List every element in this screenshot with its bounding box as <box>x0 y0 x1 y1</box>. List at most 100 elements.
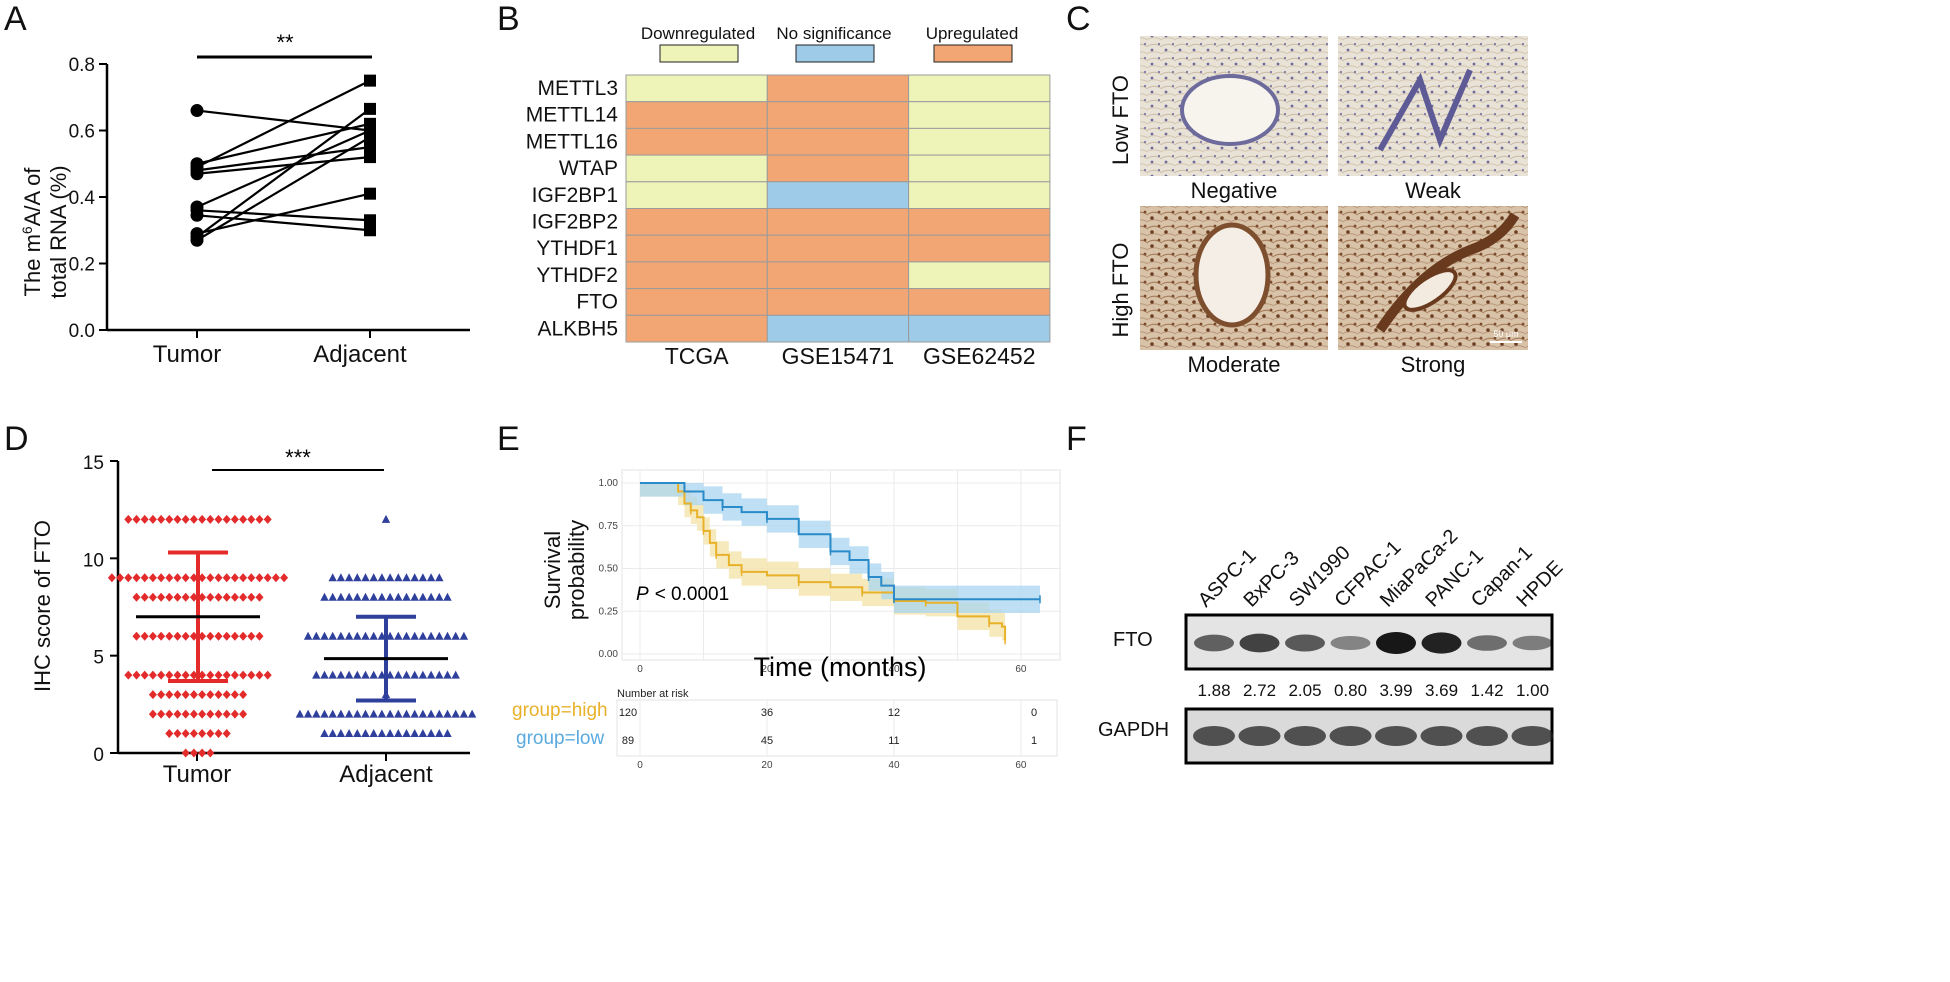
tumor-point <box>157 514 166 524</box>
tumor-point <box>148 592 157 602</box>
adjacent-point <box>344 592 354 601</box>
adjacent-point <box>451 631 460 640</box>
tumor-point <box>165 709 174 719</box>
panel-a-axes: 0.0 0.2 0.4 0.6 0.8 Tumor Adjacent <box>69 55 470 368</box>
adjacent-point <box>353 729 362 738</box>
tumor-point <box>230 690 239 700</box>
tumor-point <box>165 729 174 739</box>
adjacent-point <box>435 631 444 640</box>
svg-text:IHC score of FTO: IHC score of FTO <box>30 520 55 692</box>
heatmap-cell <box>625 101 768 129</box>
tumor-point <box>189 709 198 719</box>
adjacent-point <box>295 709 305 718</box>
legend-swatch-up <box>933 44 1013 63</box>
scale-bar-label: 50 μm <box>1493 329 1518 339</box>
panel-a-ylabel: The m6A/A of total RNA (%) <box>19 165 71 298</box>
adjacent-point <box>353 592 362 601</box>
adjacent-point <box>336 729 346 738</box>
adjacent-point <box>361 592 370 601</box>
gapdh-band <box>1511 726 1554 746</box>
adjacent-point <box>459 709 469 718</box>
tumor-point <box>198 631 207 641</box>
adjacent-point <box>320 592 329 601</box>
tumor-point <box>148 631 157 641</box>
panel-c-row-label-high: High FTO <box>1108 243 1133 338</box>
tumor-point <box>206 631 215 641</box>
heatmap-row-label: METTL14 <box>526 104 619 127</box>
panel-e-ylabel: Survival probability <box>540 520 589 620</box>
panel-a-ytick-label: 0.4 <box>69 188 96 209</box>
panel-d-category-label: Adjacent <box>339 761 433 788</box>
tumor-point <box>206 670 215 680</box>
adjacent-point <box>443 729 452 738</box>
ihc-gland-negative <box>1180 74 1280 146</box>
blot-quantification: 1.88 2.72 2.05 0.80 3.99 3.69 1.42 1.00 <box>1197 681 1549 700</box>
ihc-lumen-strong <box>1402 268 1458 312</box>
panel-a: A The m6A/A of total RNA (%) 0.00.20.40.… <box>4 0 470 368</box>
panel-d-plot <box>107 514 477 758</box>
tumor-point <box>222 514 231 524</box>
heatmap-cell <box>908 127 1051 156</box>
adjacent-point <box>344 670 354 679</box>
heatmap-cell <box>766 154 910 183</box>
panel-a-adjacent-point <box>364 131 376 144</box>
adjacent-point <box>410 670 419 679</box>
heatmap-cell <box>766 101 910 129</box>
heatmap-cell <box>766 181 910 210</box>
adjacent-point <box>443 631 452 640</box>
tumor-point <box>189 573 198 583</box>
adjacent-point <box>402 729 411 738</box>
grade-negative: Negative <box>1191 178 1278 203</box>
ihc-gland-weak <box>1377 68 1473 152</box>
adjacent-point <box>426 573 436 582</box>
panel-e-plot: 0.00 0.25 0.50 0.75 1.00 0 20 40 60 <box>599 469 1061 675</box>
adjacent-point <box>312 709 321 718</box>
tumor-point <box>124 670 133 680</box>
tumor-point <box>181 748 190 758</box>
adjacent-point <box>435 670 444 679</box>
blot-bands <box>1193 632 1554 746</box>
heatmap-cell <box>766 127 910 156</box>
panel-c: C Low FTO High FTO 50 μm Negative Weak M… <box>1066 0 1528 377</box>
tumor-point <box>189 670 198 680</box>
tumor-point <box>116 573 125 583</box>
heatmap-column-label: TCGA <box>665 343 730 369</box>
tumor-point <box>255 670 264 680</box>
svg-text:High FTO: High FTO <box>1108 243 1133 338</box>
tumor-point <box>157 573 166 583</box>
panel-a-category-label: Adjacent <box>313 341 407 368</box>
panel-e-xtick-label: 40 <box>888 664 900 675</box>
adjacent-point <box>361 709 370 718</box>
tumor-point <box>148 514 157 524</box>
tumor-point <box>165 573 174 583</box>
panel-e-xtick-label: 60 <box>1015 664 1027 675</box>
tumor-point <box>140 631 149 641</box>
risk-xtick-label: 40 <box>888 760 900 771</box>
tumor-point <box>132 670 141 680</box>
adjacent-point <box>320 670 329 679</box>
adjacent-point <box>410 729 419 738</box>
panel-d-ytick-label: 10 <box>83 550 104 571</box>
risk-low-count: 45 <box>761 735 773 747</box>
tumor-point <box>206 592 215 602</box>
adjacent-point <box>361 729 370 738</box>
tumor-point <box>255 631 264 641</box>
heatmap-cell <box>625 261 768 290</box>
panel-c-label: C <box>1066 0 1091 38</box>
panel-a-category-label: Tumor <box>153 341 221 368</box>
panel-a-adjacent-point <box>364 187 376 200</box>
adjacent-point <box>394 631 403 640</box>
tumor-point <box>214 514 223 524</box>
gapdh-band <box>1193 726 1235 746</box>
panel-e-ytick-label: 0.00 <box>599 649 619 660</box>
risk-group-low: group=low <box>516 728 604 749</box>
tumor-point <box>181 592 190 602</box>
panel-d-label: D <box>4 420 29 458</box>
tumor-point <box>222 631 231 641</box>
adjacent-point <box>394 729 403 738</box>
fto-band <box>1467 635 1507 651</box>
panel-a-tumor-point <box>190 104 204 118</box>
adjacent-point <box>385 573 395 582</box>
heatmap-cell <box>908 314 1051 343</box>
adjacent-point <box>320 631 329 640</box>
